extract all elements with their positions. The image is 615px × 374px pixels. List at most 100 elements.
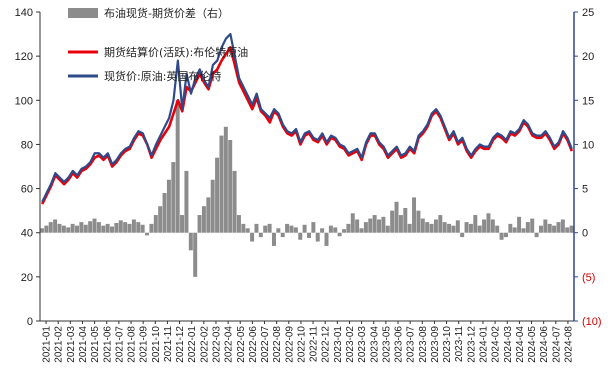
x-tick-label: 2022-01 (187, 326, 198, 363)
legend-swatch-spread (68, 8, 98, 18)
spread-bar (149, 223, 154, 233)
x-tick-label: 2021-10 (151, 326, 162, 363)
spread-bar (534, 232, 539, 238)
right-tick-label: 15 (582, 95, 594, 107)
x-tick-label: 2022-09 (284, 326, 295, 363)
spread-bar (346, 223, 351, 233)
spread-bar (123, 222, 128, 233)
spread-bar (193, 232, 198, 277)
left-tick-label: 120 (15, 51, 33, 63)
spread-bar (403, 207, 408, 233)
spread-bar (337, 232, 342, 237)
spread-bar (420, 218, 425, 233)
right-tick-label: (5) (582, 272, 595, 284)
right-tick-label: 20 (582, 51, 594, 63)
x-tick-label: 2024-01 (478, 326, 489, 363)
x-tick-label: 2023-01 (333, 326, 344, 363)
spread-bar (254, 223, 259, 233)
x-tick-label: 2024-08 (563, 326, 574, 363)
x-tick-label: 2021-05 (90, 326, 101, 363)
spread-bar (451, 225, 456, 233)
spread-bar (75, 225, 79, 233)
x-tick-label: 2023-03 (357, 326, 368, 363)
spread-bar (127, 223, 132, 233)
spread-bar (70, 223, 75, 233)
spread-bars (40, 100, 574, 277)
spread-bar (88, 221, 93, 233)
spread-bar (280, 232, 285, 238)
x-tick-label: 2021-11 (163, 326, 174, 362)
spread-bar (105, 223, 110, 233)
x-tick-label: 2022-06 (248, 326, 259, 363)
x-tick-label: 2023-07 (406, 326, 417, 363)
spread-bar (372, 215, 377, 233)
spread-bar (61, 225, 66, 233)
spread-bar (285, 223, 290, 233)
x-tick-label: 2021-09 (139, 326, 150, 363)
spread-bar (342, 229, 346, 233)
spread-bar (508, 223, 513, 233)
spread-bar (166, 179, 171, 233)
spread-bar (547, 223, 552, 233)
spread-bar (517, 216, 522, 233)
spread-bar (385, 225, 390, 233)
x-tick-label: 2022-03 (211, 326, 222, 363)
spread-bar (416, 210, 421, 233)
spread-bar (289, 225, 294, 233)
spread-bar (223, 126, 228, 233)
spread-bar (482, 219, 487, 233)
legend-label-spot: 现货价:原油:英国布伦特 (104, 69, 221, 83)
spread-bar (145, 232, 150, 236)
spread-bar (521, 228, 526, 233)
x-tick-label: 2021-06 (102, 326, 113, 363)
spread-bar (250, 232, 255, 242)
left-tick-label: 140 (15, 7, 33, 19)
spread-bar (201, 206, 206, 233)
spread-bar (473, 215, 478, 233)
x-tick-label: 2024-06 (539, 326, 550, 363)
right-tick-label: (10) (582, 316, 602, 328)
spread-bar (140, 224, 145, 233)
spread-bar (359, 228, 364, 233)
spread-bar (324, 232, 329, 246)
spread-bar (57, 223, 62, 233)
spread-bar (363, 222, 368, 233)
spread-bar (468, 223, 473, 233)
spread-bar (263, 225, 268, 233)
spread-bar (206, 197, 211, 233)
spread-bar (464, 222, 469, 233)
x-tick-label: 2024-04 (515, 326, 526, 363)
spread-bar (180, 215, 185, 233)
spread-bar (447, 223, 452, 233)
spread-bar (232, 170, 237, 233)
spread-bar (412, 197, 417, 233)
spread-bar (92, 218, 97, 233)
x-tick-label: 2021-12 (175, 326, 186, 363)
right-tick-label: 10 (582, 139, 594, 151)
spread-bar (486, 213, 491, 233)
spread-bar (477, 225, 482, 233)
spread-bar (171, 162, 176, 233)
spread-bar (390, 210, 395, 233)
spread-bar (83, 224, 88, 233)
left-tick-label: 40 (21, 228, 33, 240)
right-tick-label: 0 (582, 228, 588, 240)
spread-bar (490, 219, 495, 233)
left-tick-label: 20 (21, 272, 33, 284)
spread-bar (355, 219, 360, 233)
spread-bar (153, 215, 158, 233)
spread-bar (560, 219, 565, 233)
spread-bar (442, 222, 447, 233)
x-tick-label: 2023-12 (466, 326, 477, 363)
spread-bar (394, 201, 399, 233)
spread-bar (407, 223, 412, 233)
x-tick-label: 2024-07 (551, 326, 562, 363)
spread-bar (210, 179, 215, 233)
spread-bar (381, 216, 386, 233)
spread-bar (552, 225, 557, 233)
right-tick-label: 5 (582, 184, 588, 196)
spread-bar (333, 227, 338, 233)
spread-bar (293, 227, 298, 233)
spread-bar (569, 225, 574, 233)
